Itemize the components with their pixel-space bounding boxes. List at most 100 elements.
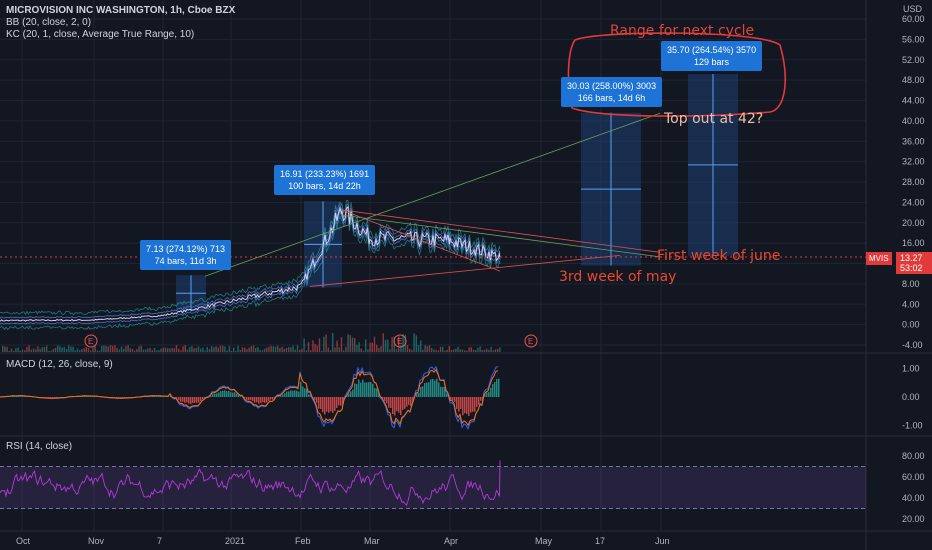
volume-bar — [415, 335, 417, 352]
macd-histogram-bar — [152, 396, 154, 397]
macd-histogram-bar — [268, 397, 270, 401]
price-tick-label-0: 60.00 — [902, 14, 925, 24]
macd-histogram-bar — [406, 397, 408, 407]
macd-histogram-bar — [164, 396, 166, 397]
volume-bar — [305, 350, 307, 352]
macd-histogram-bar — [280, 395, 282, 397]
volume-bar — [98, 350, 101, 352]
volume-bar — [263, 348, 266, 352]
macd-histogram-bar — [432, 378, 434, 397]
volume-bar — [182, 346, 184, 352]
volume-bar — [292, 345, 294, 352]
macd-histogram-bar — [236, 393, 238, 397]
callout-3: 30.03 (258.00%) 3003 166 bars, 14d 6h — [561, 77, 663, 107]
macd-histogram-bar — [498, 378, 500, 397]
earnings-marker-0 — [84, 334, 98, 348]
volume-bar — [72, 346, 74, 352]
volume-bar — [127, 345, 129, 352]
macd-histogram-bar — [238, 394, 240, 397]
volume-bar — [136, 348, 138, 352]
volume-bar — [426, 346, 428, 352]
volume-bar — [373, 336, 376, 352]
volume-bar — [145, 349, 147, 352]
callout-2: 16.91 (233.23%) 1691 100 bars, 14d 22h — [274, 165, 376, 195]
volume-bar — [219, 345, 222, 352]
macd-histogram-bar — [494, 382, 496, 397]
macd-tick-label-2: -1.00 — [902, 421, 923, 431]
volume-bar — [41, 347, 43, 352]
volume-bar — [43, 346, 46, 352]
volume-bar — [63, 346, 65, 352]
macd-histogram-bar — [150, 396, 152, 397]
volume-bar — [270, 345, 272, 352]
macd-histogram-bar — [80, 396, 82, 397]
volume-bar — [380, 346, 382, 352]
callout-4-line2: 129 bars — [694, 57, 730, 67]
macd-histogram-bar — [464, 397, 466, 414]
volume-bar — [208, 349, 211, 352]
rsi-tick-label-1: 60.00 — [902, 472, 925, 482]
volume-bar — [312, 340, 314, 352]
macd-histogram-bar — [396, 397, 398, 412]
volume-bar — [450, 350, 453, 352]
volume-bar — [497, 349, 499, 352]
macd-histogram-bar — [246, 397, 248, 400]
price-tag-value: 13.27 — [900, 253, 923, 263]
volume-bar — [74, 350, 76, 352]
volume-bar — [57, 345, 59, 352]
bb-legend: BB (20, close, 2, 0) — [6, 17, 92, 28]
volume-bar — [384, 339, 387, 352]
macd-histogram-bar — [304, 388, 306, 397]
volume-bar — [226, 350, 228, 352]
volume-bar — [409, 348, 411, 352]
volume-bar — [431, 348, 433, 352]
macd-histogram-bar — [424, 383, 426, 397]
price-tick-label-3: 48.00 — [902, 75, 925, 85]
price-tick-label-6: 36.00 — [902, 136, 925, 146]
macd-histogram-bar — [368, 382, 370, 397]
macd-histogram-bar — [270, 397, 272, 400]
triangle-upper-2 — [341, 214, 661, 258]
volume-bar — [369, 342, 371, 352]
volume-bar — [105, 345, 107, 352]
macd-histogram-bar — [184, 397, 186, 403]
macd-histogram-bar — [488, 392, 490, 397]
volume-bar — [345, 346, 347, 352]
macd-histogram-bar — [160, 396, 162, 397]
volume-bar — [65, 349, 68, 352]
macd-histogram-bar — [370, 381, 372, 397]
macd-histogram-bar — [404, 397, 406, 409]
volume-bar — [120, 346, 123, 352]
macd-histogram-bar — [410, 397, 412, 407]
volume-bar — [85, 347, 87, 352]
rsi-tick-label-3: 20.00 — [902, 514, 925, 524]
volume-bar — [257, 347, 259, 352]
macd-histogram-bar — [362, 379, 364, 397]
volume-bar — [129, 348, 131, 352]
macd-histogram-bar — [496, 379, 498, 397]
volume-bar — [400, 345, 402, 352]
volume-bar — [244, 347, 246, 352]
macd-histogram-bar — [472, 397, 474, 412]
macd-histogram-bar — [356, 383, 358, 397]
bb-lower — [0, 215, 501, 331]
macd-histogram-bar — [388, 397, 390, 408]
macd-histogram-bar — [198, 397, 200, 403]
volume-bar — [362, 350, 365, 352]
macd-histogram-bar — [166, 396, 168, 397]
macd-histogram-bar — [372, 383, 374, 397]
macd-histogram-bar — [200, 397, 202, 402]
volume-bar — [413, 333, 415, 352]
price-tick-label-8: 28.00 — [902, 177, 925, 187]
macd-histogram-bar — [54, 397, 56, 398]
volume-bar — [358, 342, 360, 352]
volume-bar — [477, 347, 479, 352]
volume-bar — [437, 350, 439, 352]
note-top: Top out at 42? — [664, 111, 764, 127]
volume-bar — [103, 345, 105, 352]
price-tick-label-16: -4.00 — [902, 340, 923, 350]
macd-histogram-bar — [318, 397, 320, 409]
rsi-line — [0, 460, 501, 507]
